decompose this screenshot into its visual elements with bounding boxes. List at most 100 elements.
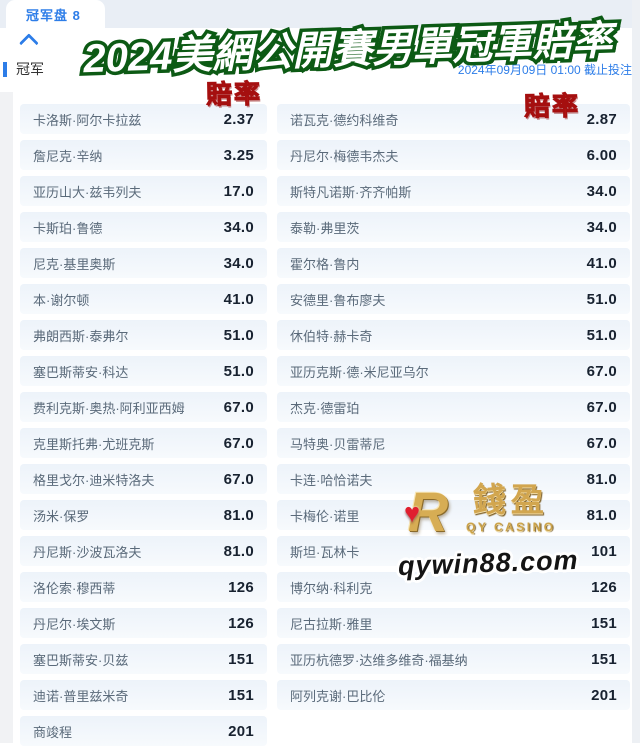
- odds-table: 卡洛斯·阿尔卡拉兹 2.37 詹尼克·辛纳 3.25 亚历山大·兹韦列夫 17.…: [0, 84, 640, 752]
- odds-value: 41.0: [586, 254, 617, 272]
- left-gutter: [0, 92, 13, 743]
- odds-row[interactable]: 迪诺·普里兹米奇 151: [20, 680, 267, 710]
- odds-row[interactable]: 克里斯托弗·尤班克斯 67.0: [20, 428, 267, 458]
- odds-row[interactable]: 格里戈尔·迪米特洛夫 67.0: [20, 464, 267, 494]
- odds-value: 67.0: [223, 470, 254, 488]
- player-name: 博尔纳·科利克: [290, 580, 373, 596]
- odds-row[interactable]: 弗朗西斯·泰弗尔 51.0: [20, 320, 267, 350]
- odds-row[interactable]: 汤米·保罗 81.0: [20, 500, 267, 530]
- odds-value: 151: [591, 650, 617, 668]
- player-name: 诺瓦克·德约科维奇: [290, 112, 399, 128]
- top-tab-bar: 冠军盘 8: [0, 0, 640, 28]
- odds-row[interactable]: 丹尼尔·埃文斯 126: [20, 608, 267, 638]
- odds-row[interactable]: 斯坦·瓦林卡 101: [277, 536, 630, 566]
- odds-row[interactable]: 杰克·德雷珀 67.0: [277, 392, 630, 422]
- odds-value: 201: [591, 686, 617, 704]
- odds-value: 17.0: [223, 182, 254, 200]
- player-name: 丹尼斯·沙波瓦洛夫: [33, 544, 142, 560]
- odds-value: 151: [228, 650, 254, 668]
- odds-value: 51.0: [586, 290, 617, 308]
- odds-row[interactable]: 泰勒·弗里茨 34.0: [277, 212, 630, 242]
- player-name: 休伯特·赫卡奇: [290, 328, 373, 344]
- odds-row[interactable]: 费利克斯·奥热·阿利亚西姆 67.0: [20, 392, 267, 422]
- odds-row[interactable]: 詹尼克·辛纳 3.25: [20, 140, 267, 170]
- odds-row[interactable]: 塞巴斯蒂安·科达 51.0: [20, 356, 267, 386]
- odds-row[interactable]: 商竣程 201: [20, 716, 267, 746]
- player-name: 亚历山大·兹韦列夫: [33, 184, 142, 200]
- tab-label: 冠军盘 8: [26, 7, 81, 23]
- odds-value: 51.0: [223, 362, 254, 380]
- tab-champion-market[interactable]: 冠军盘 8: [6, 0, 105, 28]
- player-name: 洛伦索·穆西蒂: [33, 580, 116, 596]
- odds-value: 151: [591, 614, 617, 632]
- odds-row[interactable]: 休伯特·赫卡奇 51.0: [277, 320, 630, 350]
- odds-value: 67.0: [223, 398, 254, 416]
- odds-row[interactable]: 斯特凡诺斯·齐齐帕斯 34.0: [277, 176, 630, 206]
- odds-row[interactable]: 博尔纳·科利克 126: [277, 572, 630, 602]
- odds-value: 67.0: [586, 398, 617, 416]
- odds-column-right: 诺瓦克·德约科维奇 2.87 丹尼尔·梅德韦杰夫 6.00 斯特凡诺斯·齐齐帕斯…: [277, 104, 630, 752]
- odds-value: 34.0: [223, 254, 254, 272]
- section-accent-bar: [3, 61, 7, 77]
- player-name: 克里斯托弗·尤班克斯: [33, 436, 155, 452]
- player-name: 卡洛斯·阿尔卡拉兹: [33, 112, 142, 128]
- odds-row[interactable]: 塞巴斯蒂安·贝兹 151: [20, 644, 267, 674]
- odds-row[interactable]: 马特奥·贝雷蒂尼 67.0: [277, 428, 630, 458]
- odds-row[interactable]: 亚历克斯·德·米尼亚乌尔 67.0: [277, 356, 630, 386]
- odds-row[interactable]: 阿列克谢·巴比伦 201: [277, 680, 630, 710]
- player-name: 马特奥·贝雷蒂尼: [290, 436, 386, 452]
- player-name: 斯特凡诺斯·齐齐帕斯: [290, 184, 412, 200]
- odds-row[interactable]: 尼古拉斯·雅里 151: [277, 608, 630, 638]
- player-name: 商竣程: [33, 724, 73, 740]
- odds-value: 2.37: [223, 110, 254, 128]
- odds-row[interactable]: 卡洛斯·阿尔卡拉兹 2.37: [20, 104, 267, 134]
- player-name: 泰勒·弗里茨: [290, 220, 360, 236]
- player-name: 迪诺·普里兹米奇: [33, 688, 129, 704]
- odds-row[interactable]: 诺瓦克·德约科维奇 2.87: [277, 104, 630, 134]
- odds-value: 101: [591, 542, 617, 560]
- scrollbar-track: [632, 0, 640, 743]
- player-name: 丹尼尔·埃文斯: [33, 616, 116, 632]
- player-name: 亚历杭德罗·达维多维奇·福基纳: [290, 652, 468, 668]
- odds-value: 34.0: [586, 182, 617, 200]
- player-name: 杰克·德雷珀: [290, 400, 360, 416]
- odds-row[interactable]: 卡斯珀·鲁德 34.0: [20, 212, 267, 242]
- odds-column-left: 卡洛斯·阿尔卡拉兹 2.37 詹尼克·辛纳 3.25 亚历山大·兹韦列夫 17.…: [20, 104, 267, 752]
- player-name: 卡连·哈恰诺夫: [290, 472, 373, 488]
- odds-value: 51.0: [223, 326, 254, 344]
- odds-row[interactable]: 丹尼尔·梅德韦杰夫 6.00: [277, 140, 630, 170]
- player-name: 卡斯珀·鲁德: [33, 220, 103, 236]
- chevron-up-icon[interactable]: [18, 33, 39, 54]
- odds-row[interactable]: 洛伦索·穆西蒂 126: [20, 572, 267, 602]
- odds-row[interactable]: 尼克·基里奥斯 34.0: [20, 248, 267, 278]
- section-header: 冠军 2024年09月09日 01:00 截止投注: [0, 54, 640, 84]
- player-name: 亚历克斯·德·米尼亚乌尔: [290, 364, 429, 380]
- odds-value: 126: [228, 614, 254, 632]
- odds-value: 51.0: [586, 326, 617, 344]
- odds-value: 34.0: [586, 218, 617, 236]
- odds-value: 201: [228, 722, 254, 740]
- odds-row[interactable]: 亚历山大·兹韦列夫 17.0: [20, 176, 267, 206]
- player-name: 詹尼克·辛纳: [33, 148, 103, 164]
- player-name: 本·谢尔顿: [33, 292, 90, 308]
- player-name: 汤米·保罗: [33, 508, 90, 524]
- odds-row[interactable]: 丹尼斯·沙波瓦洛夫 81.0: [20, 536, 267, 566]
- odds-value: 41.0: [223, 290, 254, 308]
- odds-value: 3.25: [223, 146, 254, 164]
- player-name: 阿列克谢·巴比伦: [290, 688, 386, 704]
- section-title: 冠军: [16, 61, 44, 77]
- odds-row[interactable]: 霍尔格·鲁内 41.0: [277, 248, 630, 278]
- odds-value: 81.0: [223, 542, 254, 560]
- odds-value: 81.0: [586, 470, 617, 488]
- odds-value: 2.87: [586, 110, 617, 128]
- player-name: 尼克·基里奥斯: [33, 256, 116, 272]
- odds-row[interactable]: 本·谢尔顿 41.0: [20, 284, 267, 314]
- odds-row[interactable]: 亚历杭德罗·达维多维奇·福基纳 151: [277, 644, 630, 674]
- odds-row[interactable]: 安德里·鲁布廖夫 51.0: [277, 284, 630, 314]
- player-name: 格里戈尔·迪米特洛夫: [33, 472, 155, 488]
- odds-row[interactable]: 卡连·哈恰诺夫 81.0: [277, 464, 630, 494]
- odds-value: 126: [591, 578, 617, 596]
- player-name: 安德里·鲁布廖夫: [290, 292, 386, 308]
- odds-row[interactable]: 卡梅伦·诺里 81.0: [277, 500, 630, 530]
- odds-value: 81.0: [586, 506, 617, 524]
